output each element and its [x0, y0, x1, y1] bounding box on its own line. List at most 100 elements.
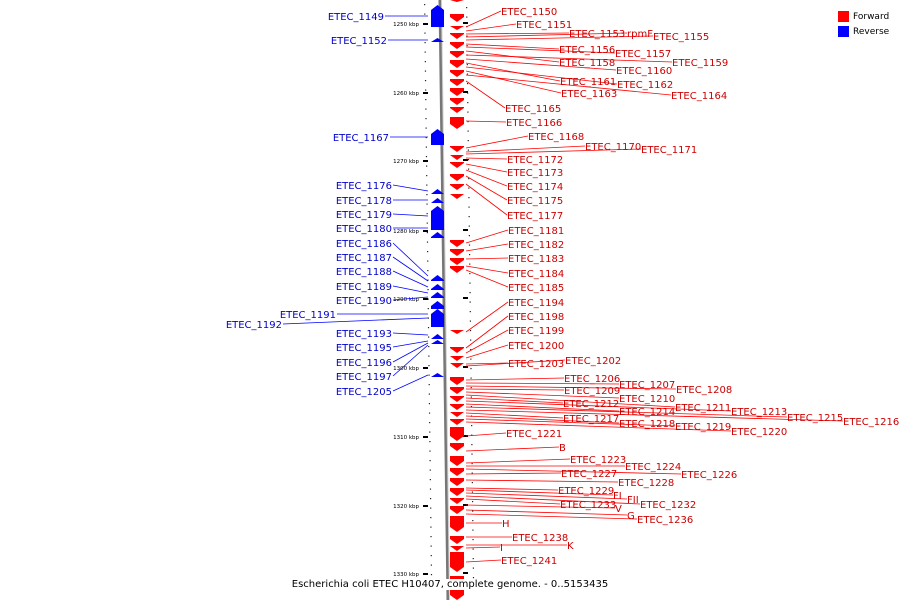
reverse-gene-label: ETEC_1178: [336, 196, 392, 207]
legend-item-reverse: Reverse: [838, 24, 889, 39]
forward-leader-line: [465, 498, 561, 505]
forward-gene-arrow: [450, 42, 464, 49]
forward-gene-label: ETEC_1182: [508, 240, 564, 251]
minor-tick: [428, 374, 430, 376]
reverse-gene-label: ETEC_1187: [336, 253, 392, 264]
forward-gene-label: ETEC_1229: [558, 486, 614, 497]
minor-tick: [428, 355, 430, 357]
minor-tick: [430, 545, 432, 547]
forward-leader-line: [465, 385, 677, 390]
forward-gene-arrow: [450, 194, 464, 199]
forward-gene-arrow: [450, 536, 464, 544]
forward-leader-line: [465, 479, 619, 483]
minor-tick: [468, 187, 470, 189]
reverse-gene-label: ETEC_1176: [336, 181, 392, 192]
minor-tick: [430, 555, 432, 557]
minor-tick: [472, 529, 474, 531]
minor-tick: [468, 216, 470, 218]
forward-gene-label: ETEC_1226: [681, 470, 737, 481]
minor-tick: [471, 453, 473, 455]
forward-leader-line: [465, 10, 502, 28]
forward-gene-label: V: [615, 504, 622, 515]
forward-swatch: [838, 11, 849, 22]
forward-gene-arrow: [450, 258, 464, 265]
minor-tick: [466, 45, 468, 47]
forward-leader-line: [465, 487, 559, 491]
forward-gene-arrow: [450, 443, 464, 451]
forward-gene-arrow: [450, 155, 464, 160]
minor-tick: [426, 213, 428, 215]
forward-gene-label: ETEC_1213: [731, 407, 787, 418]
minor-tick: [466, 16, 468, 18]
minor-tick: [425, 89, 427, 91]
forward-leader-line: [465, 513, 638, 520]
forward-gene-label: ETEC_1162: [617, 80, 673, 91]
minor-tick: [471, 463, 473, 465]
forward-gene-arrow: [450, 552, 464, 572]
tick-label: 1280 kbp: [393, 229, 419, 235]
forward-gene-label: ETEC_1184: [508, 269, 564, 280]
minor-tick: [469, 273, 471, 275]
minor-tick: [472, 520, 474, 522]
minor-tick: [466, 7, 468, 9]
minor-tick: [429, 498, 432, 500]
forward-leader-line: [465, 495, 641, 505]
minor-tick: [428, 365, 430, 367]
forward-gene-arrow: [450, 107, 464, 113]
forward-gene-label: ETEC_1174: [507, 182, 563, 193]
minor-tick: [426, 175, 428, 177]
forward-gene-label: ETEC_1150: [501, 7, 557, 18]
forward-leader-line: [465, 559, 502, 563]
forward-gene-arrow: [450, 0, 464, 2]
forward-gene-label: ETEC_1218: [619, 419, 675, 430]
forward-gene-arrow: [450, 162, 464, 168]
forward-gene-label: ETEC_1199: [508, 326, 564, 337]
forward-leader-line: [465, 46, 616, 54]
forward-gene-label: ETEC_1232: [640, 500, 696, 511]
minor-tick: [470, 368, 472, 370]
minor-tick: [467, 168, 470, 170]
forward-gene-arrow: [450, 51, 464, 58]
forward-gene-arrow: [450, 377, 464, 385]
forward-leader-line: [465, 145, 586, 153]
minor-tick: [470, 406, 473, 408]
reverse-gene-arrow: [431, 5, 444, 27]
tick-label: 1300 kbp: [393, 366, 419, 372]
forward-gene-arrow: [450, 249, 464, 256]
minor-tick: [424, 32, 426, 34]
minor-tick: [471, 444, 473, 446]
forward-gene-arrow: [450, 456, 464, 466]
forward-leader-line: [465, 492, 628, 500]
forward-leader-line: [465, 415, 620, 424]
reverse-gene-arrow: [431, 38, 444, 42]
forward-gene-label: ETEC_1157: [615, 49, 671, 60]
forward-gene-label: B: [559, 443, 566, 454]
minor-tick: [427, 298, 429, 300]
minor-tick: [470, 387, 472, 389]
forward-leader-line: [465, 120, 507, 123]
minor-tick: [428, 393, 430, 395]
forward-leader-line: [465, 58, 617, 71]
minor-tick: [469, 254, 471, 256]
forward-leader-line: [465, 243, 509, 252]
minor-tick: [424, 70, 427, 72]
minor-tick: [466, 35, 468, 37]
reverse-gene-arrow: [431, 334, 444, 339]
forward-leader-line: [465, 23, 517, 32]
minor-tick: [424, 51, 426, 53]
forward-gene-label: ETEC_1172: [507, 155, 563, 166]
minor-tick: [425, 165, 428, 167]
forward-leader-line: [465, 32, 570, 35]
forward-gene-label: ETEC_1212: [563, 399, 619, 410]
minor-tick: [472, 558, 474, 560]
forward-gene-label: ETEC_1175: [507, 196, 563, 207]
forward-gene-label: ETEC_1227: [561, 469, 617, 480]
minor-tick: [467, 140, 469, 142]
forward-gene-arrow: [450, 498, 464, 504]
minor-tick: [425, 146, 427, 148]
reverse-gene-arrow: [431, 301, 444, 309]
minor-tick: [469, 330, 472, 332]
minor-tick: [468, 206, 470, 208]
minor-tick: [428, 336, 430, 338]
